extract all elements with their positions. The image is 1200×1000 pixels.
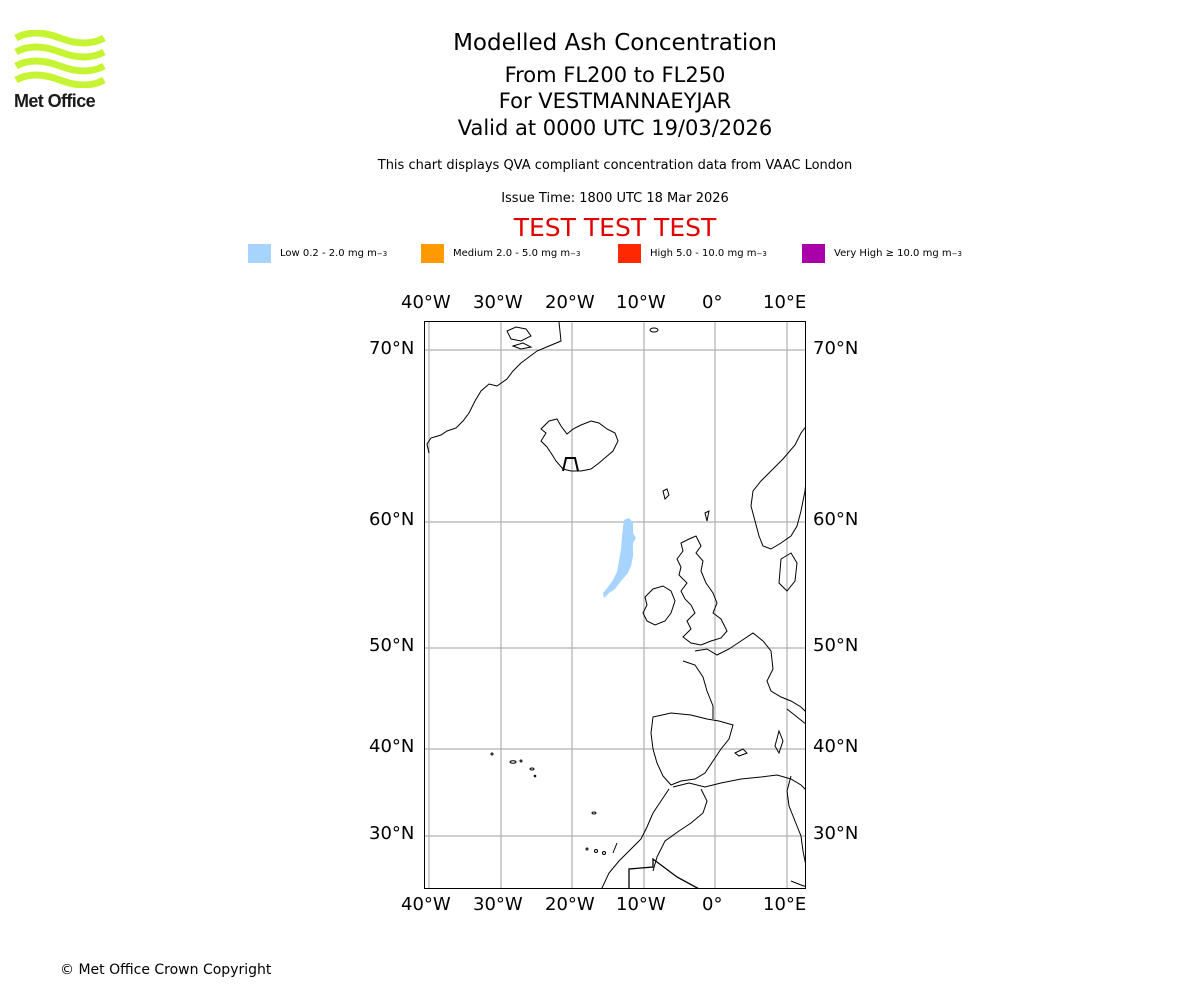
- lon-tick-bottom: 30°W: [473, 894, 523, 915]
- swatch-high: [618, 244, 641, 263]
- lon-tick-top: 0°: [702, 292, 723, 313]
- lat-tick-left: 50°N: [369, 635, 415, 656]
- lat-tick-left: 40°N: [369, 736, 415, 757]
- lat-tick-right: 40°N: [813, 736, 859, 757]
- chart-title: Modelled Ash Concentration: [453, 30, 777, 56]
- islands: [490, 327, 748, 855]
- wave-logo-icon: [14, 29, 106, 89]
- issue-time: Issue Time: 1800 UTC 18 Mar 2026: [501, 191, 729, 206]
- swatch-very-high: [802, 244, 825, 263]
- lat-tick-right: 50°N: [813, 635, 859, 656]
- valid-time: Valid at 0000 UTC 19/03/2026: [457, 116, 773, 140]
- legend-item-very-high: Very High ≥ 10.0 mg m −3: [802, 244, 962, 263]
- gridlines: [425, 322, 805, 888]
- lon-tick-top: 10°W: [616, 292, 666, 313]
- lon-tick-bottom: 40°W: [401, 894, 451, 915]
- legend-item-high: High 5.0 - 10.0 mg m −3: [618, 244, 767, 263]
- lat-tick-right: 60°N: [813, 509, 859, 530]
- lat-tick-left: 60°N: [369, 509, 415, 530]
- ash-cloud-low: [603, 518, 636, 598]
- legend-item-medium: Medium 2.0 - 5.0 mg m −3: [421, 244, 580, 263]
- coastlines: [426, 322, 805, 888]
- lon-tick-top: 10°E: [763, 292, 807, 313]
- met-office-logo: Met Office: [14, 29, 106, 112]
- lon-tick-bottom: 0°: [702, 894, 723, 915]
- lat-tick-left: 30°N: [369, 823, 415, 844]
- volcano-name: For VESTMANNAEYJAR: [498, 89, 732, 113]
- logo-text: Met Office: [14, 91, 96, 111]
- swatch-low: [248, 244, 271, 263]
- chart-description: This chart displays QVA compliant concen…: [377, 158, 853, 173]
- lat-tick-left: 70°N: [369, 338, 415, 359]
- lon-tick-top: 40°W: [401, 292, 451, 313]
- lon-tick-bottom: 20°W: [545, 894, 595, 915]
- lat-tick-right: 70°N: [813, 338, 859, 359]
- map-canvas: [425, 322, 805, 888]
- test-banner: TEST TEST TEST: [513, 213, 717, 242]
- lon-tick-bottom: 10°E: [763, 894, 807, 915]
- swatch-medium: [421, 244, 444, 263]
- lon-tick-top: 20°W: [545, 292, 595, 313]
- legend-item-low: Low 0.2 - 2.0 mg m −3: [248, 244, 387, 263]
- lon-tick-bottom: 10°W: [616, 894, 666, 915]
- copyright: © Met Office Crown Copyright: [60, 962, 272, 978]
- lon-tick-top: 30°W: [473, 292, 523, 313]
- lat-tick-right: 30°N: [813, 823, 859, 844]
- ash-map[interactable]: [424, 321, 806, 889]
- flight-levels: From FL200 to FL250: [504, 63, 726, 87]
